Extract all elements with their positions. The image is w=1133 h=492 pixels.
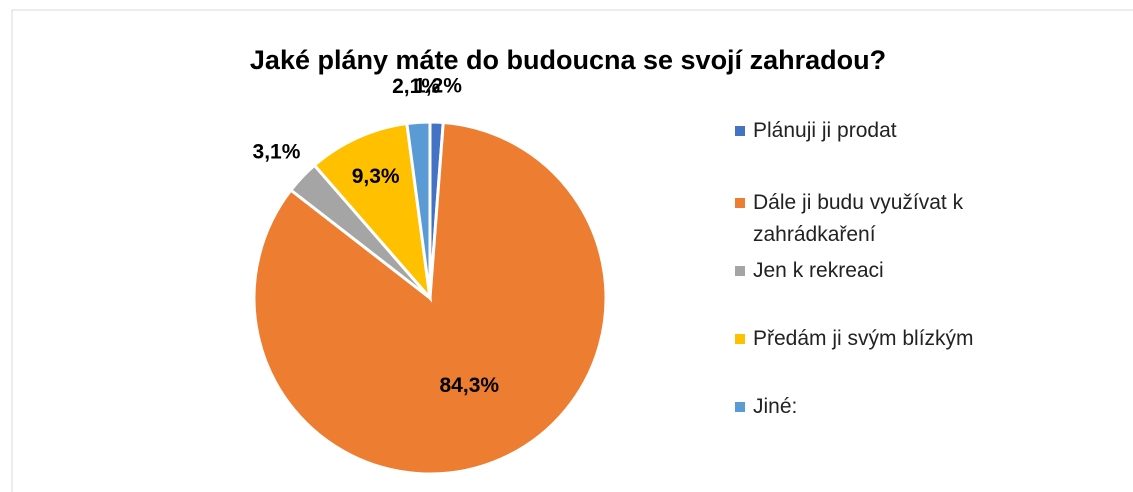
legend-item: Dále ji budu využívat k zahrádkaření: [735, 187, 1055, 251]
data-label: 3,1%: [253, 140, 301, 163]
legend-item: Předám ji svým blízkým: [735, 323, 974, 355]
data-label: 84,3%: [440, 374, 500, 397]
legend-item: Jen k rekreaci: [735, 255, 884, 287]
chart-title: Jaké plány máte do budoucna se svojí zah…: [250, 45, 886, 75]
legend-item: Jiné:: [735, 391, 797, 423]
legend-swatch: [735, 126, 745, 136]
pie-slice: [405, 120, 432, 299]
legend-label: Jen k rekreaci: [753, 259, 884, 282]
legend-swatch: [735, 334, 745, 344]
legend-label: Dále ji budu využívat k zahrádkaření: [753, 191, 964, 246]
data-label: 2,1%: [392, 75, 440, 98]
chart-frame: [11, 9, 1133, 492]
pie-slice: [312, 121, 433, 303]
legend-swatch: [735, 266, 745, 276]
legend-label: Plánuji ji prodat: [753, 119, 897, 142]
legend-swatch: [735, 198, 745, 208]
legend-item: Plánuji ji prodat: [735, 115, 897, 147]
data-label: 9,3%: [352, 165, 400, 188]
legend-label: Jiné:: [753, 395, 798, 418]
data-label: 1,2%: [414, 74, 462, 97]
legend-swatch: [735, 402, 745, 412]
legend-label: Předám ji svým blízkým: [753, 327, 974, 350]
